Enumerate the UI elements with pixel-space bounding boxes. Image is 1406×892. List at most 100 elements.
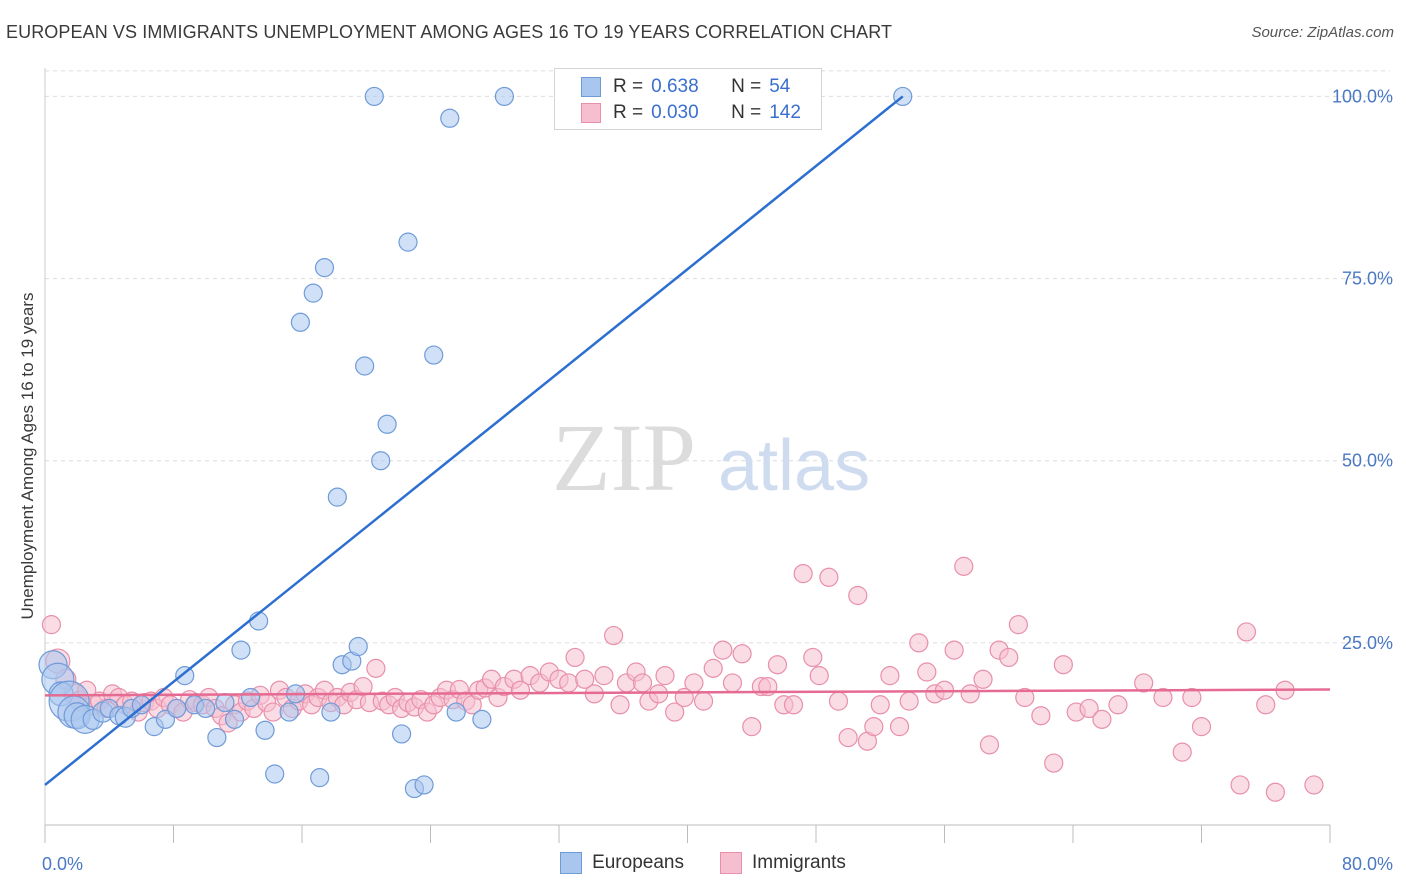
immigrants-point xyxy=(1008,615,1028,635)
legend-row-immigrants: R = 0.030 N = 142 xyxy=(581,101,801,125)
europeans-point xyxy=(348,636,368,657)
europeans-point xyxy=(494,86,514,107)
immigrants-point xyxy=(1230,775,1250,795)
immigrants-point xyxy=(632,673,653,693)
immigrants-point xyxy=(1134,673,1154,693)
immigrants-point xyxy=(838,727,858,748)
europeans-n-value: 54 xyxy=(769,76,791,97)
immigrants-point xyxy=(917,662,937,682)
europeans-point xyxy=(440,108,460,128)
europeans-point xyxy=(377,414,397,434)
immigrants-point xyxy=(783,695,804,715)
immigrants-point xyxy=(1172,742,1192,762)
europeans-point xyxy=(303,283,323,303)
europeans-point xyxy=(255,720,275,740)
legend-row-europeans: R = 0.638 N = 54 xyxy=(581,75,790,99)
immigrants-point xyxy=(693,691,714,711)
europeans-point xyxy=(364,86,384,107)
europeans-legend-swatch xyxy=(560,852,583,874)
immigrants-point xyxy=(767,655,788,675)
europeans-n-label: N = xyxy=(731,76,762,97)
immigrants-point xyxy=(1031,706,1051,726)
chart-title: EUROPEAN VS IMMIGRANTS UNEMPLOYMENT AMON… xyxy=(6,22,893,42)
europeans-point xyxy=(175,666,195,686)
immigrants-point xyxy=(909,633,929,653)
immigrants-trendline xyxy=(44,688,1331,697)
immigrants-point xyxy=(1182,687,1202,708)
immigrants-point xyxy=(703,658,723,678)
immigrants-legend-label: Immigrants xyxy=(751,852,846,873)
immigrants-point xyxy=(899,691,919,711)
europeans-legend-label: Europeans xyxy=(592,852,684,873)
europeans-point xyxy=(355,356,375,376)
immigrants-point xyxy=(960,684,980,704)
immigrants-point xyxy=(848,585,868,606)
immigrants-point xyxy=(819,567,839,587)
immigrants-swatch xyxy=(581,103,601,123)
immigrants-point xyxy=(979,735,1000,755)
immigrants-point xyxy=(655,666,675,686)
y-tick-label: 100.0% xyxy=(1332,86,1393,106)
immigrants-point xyxy=(1108,695,1128,715)
immigrants-point xyxy=(870,695,890,715)
immigrants-point xyxy=(1236,622,1257,642)
immigrants-point xyxy=(565,647,585,668)
europeans-r-label: R = xyxy=(613,76,644,97)
immigrants-point xyxy=(803,647,823,668)
watermark-atlas: atlas xyxy=(718,426,870,506)
legend-item-europeans[interactable]: Europeans xyxy=(560,852,684,874)
europeans-point xyxy=(207,727,227,748)
immigrants-n-label: N = xyxy=(731,102,762,123)
gridlines xyxy=(45,70,1390,644)
immigrants-point xyxy=(684,673,704,693)
europeans-point xyxy=(310,768,330,788)
x-tick-label-min: 0.0% xyxy=(42,854,83,874)
europeans-point xyxy=(279,702,299,722)
x-tick-label-max: 80.0% xyxy=(1342,854,1393,874)
europeans-point xyxy=(224,709,245,729)
europeans-point xyxy=(231,640,251,660)
immigrants-r-value: 0.030 xyxy=(651,102,699,123)
europeans-r-value: 0.638 xyxy=(651,76,699,97)
y-tick-label: 25.0% xyxy=(1342,633,1393,653)
immigrants-point xyxy=(263,702,283,722)
axes xyxy=(44,68,1331,843)
europeans-point xyxy=(321,702,341,722)
immigrants-point xyxy=(1092,709,1112,729)
immigrants-r-label: R = xyxy=(613,102,644,123)
tick-labels: 25.0% 50.0% 75.0% 100.0% 0.0% 80.0% xyxy=(42,86,1393,874)
immigrants-point xyxy=(41,615,62,635)
immigrants-legend-swatch xyxy=(719,852,742,874)
europeans-point xyxy=(391,724,412,744)
immigrants-point xyxy=(742,717,762,737)
immigrants-point xyxy=(604,625,624,646)
immigrants-point xyxy=(954,556,974,576)
immigrants-point xyxy=(973,669,993,689)
immigrants-point xyxy=(559,673,579,693)
europeans-point xyxy=(167,698,187,719)
immigrants-point xyxy=(1015,687,1035,708)
immigrants-point xyxy=(999,647,1019,668)
legend-item-immigrants[interactable]: Immigrants xyxy=(719,852,846,874)
immigrants-point xyxy=(1304,775,1324,795)
immigrants-point xyxy=(1079,698,1099,719)
europeans-point xyxy=(196,698,216,719)
immigrants-point xyxy=(1044,753,1064,773)
europeans-point xyxy=(424,345,444,365)
europeans-point xyxy=(446,702,466,722)
europeans-point xyxy=(327,487,347,507)
immigrants-point xyxy=(944,640,964,660)
immigrants-point xyxy=(1153,687,1173,708)
europeans-point xyxy=(472,709,492,729)
immigrants-point xyxy=(610,695,630,715)
immigrants-point xyxy=(594,666,614,686)
series-legend: Europeans Immigrants xyxy=(0,852,1406,874)
y-tick-label: 50.0% xyxy=(1342,451,1393,471)
immigrants-point xyxy=(1053,655,1073,675)
immigrants-point xyxy=(366,658,386,678)
europeans-point xyxy=(414,775,434,795)
correlation-legend: R = 0.638 N = 54 R = 0.030 N = 142 xyxy=(554,68,822,130)
europeans-point xyxy=(265,764,285,784)
europeans-trendline xyxy=(44,95,904,786)
immigrants-point xyxy=(1256,695,1276,715)
